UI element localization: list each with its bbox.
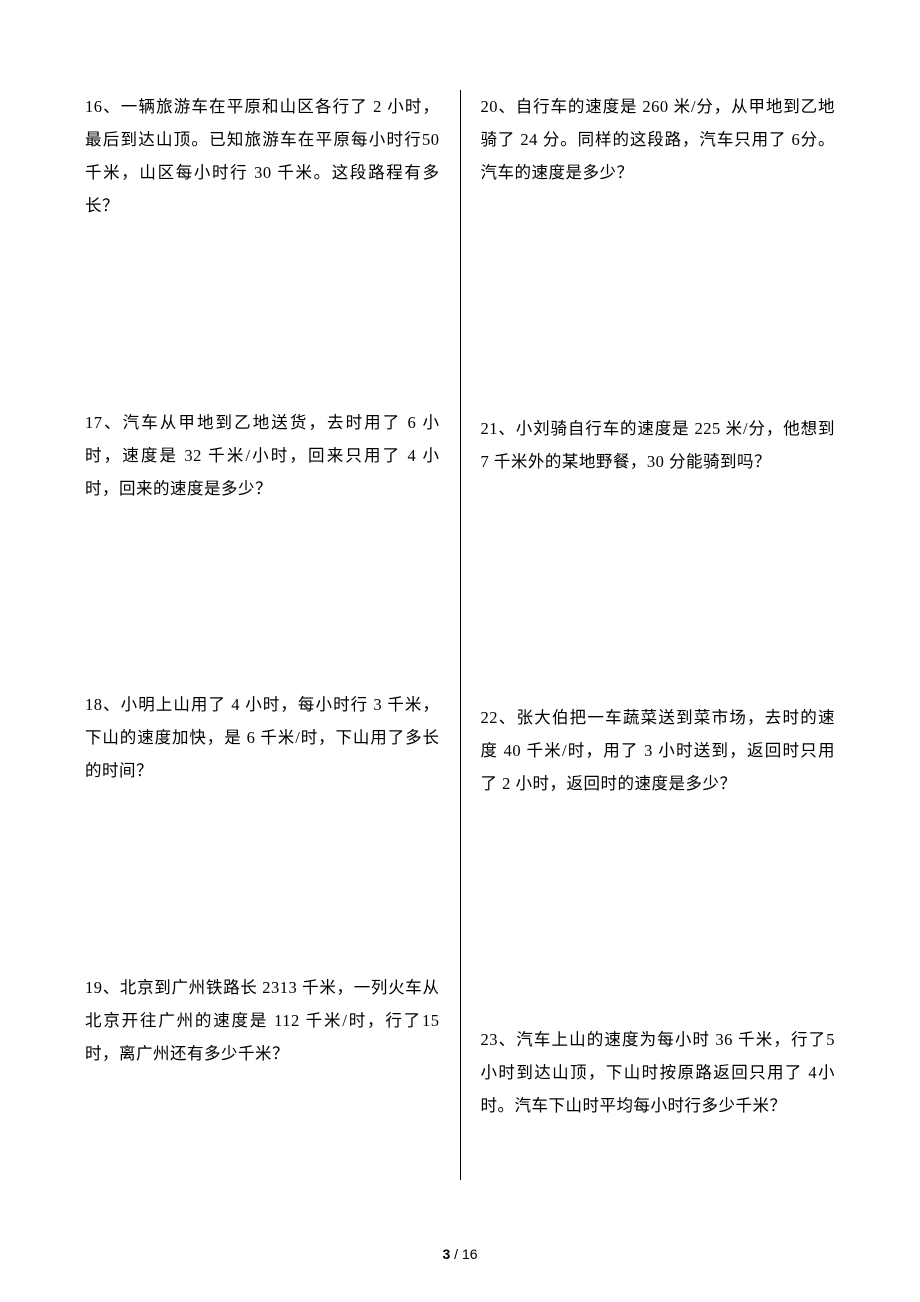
spacer [481,189,836,382]
problem-19: 19、北京到广州铁路长 2313 千米，一列火车从北京开往广州的速度是 112 … [85,971,440,1070]
page-separator: / [450,1246,462,1262]
problem-17: 17、汽车从甲地到乙地送货，去时用了 6 小时，速度是 32 千米/小时，回来只… [85,406,440,505]
problem-18: 18、小明上山用了 4 小时，每小时行 3 千米，下山的速度加快，是 6 千米/… [85,688,440,787]
spacer [85,787,440,971]
right-column: 20、自行车的速度是 260 米/分，从甲地到乙地骑了 24 分。同样的这段路，… [461,90,836,1180]
left-column: 16、一辆旅游车在平原和山区各行了 2 小时，最后到达山顶。已知旅游车在平原每小… [85,90,460,1180]
spacer [481,478,836,671]
spacer [481,800,836,993]
page-footer: 3 / 16 [0,1246,920,1262]
problem-23: 23、汽车上山的速度为每小时 36 千米，行了5 小时到达山顶，下山时按原路返回… [481,1023,836,1122]
spacer [85,222,440,406]
problem-20: 20、自行车的速度是 260 米/分，从甲地到乙地骑了 24 分。同样的这段路，… [481,90,836,189]
two-column-layout: 16、一辆旅游车在平原和山区各行了 2 小时，最后到达山顶。已知旅游车在平原每小… [85,90,835,1180]
problem-22: 22、张大伯把一车蔬菜送到菜市场，去时的速度 40 千米/时，用了 3 小时送到… [481,701,836,800]
total-pages: 16 [462,1246,478,1262]
problem-16: 16、一辆旅游车在平原和山区各行了 2 小时，最后到达山顶。已知旅游车在平原每小… [85,90,440,222]
spacer [85,1070,440,1180]
page-container: 16、一辆旅游车在平原和山区各行了 2 小时，最后到达山顶。已知旅游车在平原每小… [0,0,920,1302]
spacer [481,1122,836,1180]
spacer [85,505,440,689]
problem-21: 21、小刘骑自行车的速度是 225 米/分，他想到 7 千米外的某地野餐，30 … [481,412,836,478]
